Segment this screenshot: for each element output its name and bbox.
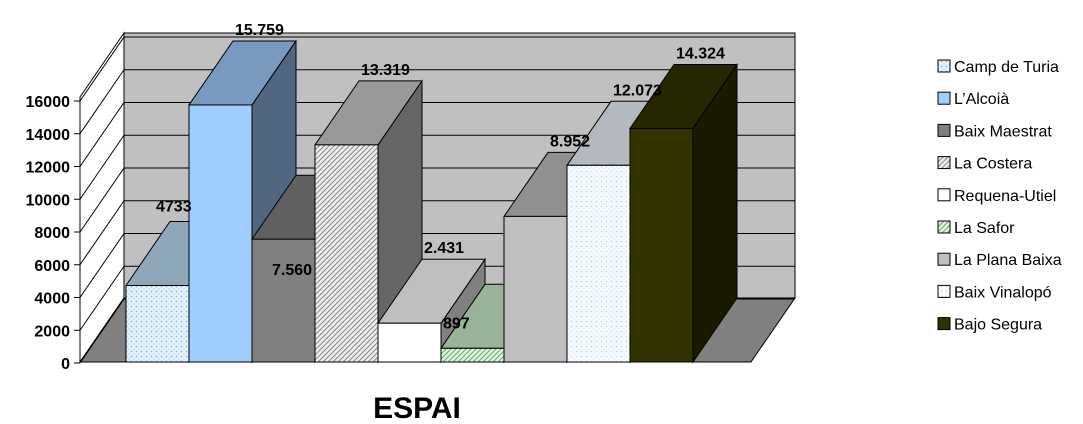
legend: Camp de Turia L’Alcoià Baix Maestrat La Cos… <box>937 59 1062 334</box>
y-tick-label: 12000 <box>26 160 71 177</box>
bar-front <box>251 238 316 363</box>
legend-swatch <box>937 59 951 73</box>
gridline-side <box>79 167 125 233</box>
gridline-side <box>79 200 125 266</box>
legend-entry: La Costera <box>954 156 1032 173</box>
gridline-side <box>79 69 125 135</box>
data-label: 13.319 <box>361 62 410 79</box>
gridline-side <box>79 233 125 298</box>
gridline-side <box>79 265 125 331</box>
gridline-side <box>79 298 125 364</box>
x-axis-title: ESPAI <box>373 392 461 424</box>
legend-entry: Bajo Segura <box>954 317 1042 334</box>
bar-front <box>188 104 253 363</box>
y-tick-label: 0 <box>61 356 70 373</box>
legend-entry: Baix Vinalopó <box>954 284 1052 301</box>
bar-front <box>629 127 694 363</box>
bars <box>125 39 738 364</box>
data-label: 15.759 <box>235 22 284 39</box>
legend-entry: Requena-Utiel <box>954 188 1056 205</box>
legend-swatch <box>937 91 951 105</box>
y-tick-label: 6000 <box>34 258 70 275</box>
legend-entry: L’Alcoià <box>954 91 1009 108</box>
legend-entry: La Plana Baixa <box>954 252 1062 269</box>
bar-front <box>314 144 379 363</box>
legend-swatch <box>937 220 951 234</box>
y-tick-label: 16000 <box>26 94 71 111</box>
legend-swatch <box>937 188 951 202</box>
bar <box>629 62 738 364</box>
y-tick-label: 14000 <box>26 127 71 144</box>
data-label: 2.431 <box>424 240 464 257</box>
data-label: 897 <box>443 315 470 332</box>
bar-front <box>503 215 568 363</box>
y-tick-label: 4000 <box>34 291 70 308</box>
data-label: 8.952 <box>550 133 590 150</box>
data-label: 12.073 <box>613 82 662 99</box>
gridline-side <box>79 102 125 167</box>
bar-front <box>125 284 190 363</box>
gridline-side <box>79 134 125 200</box>
gridline-side <box>79 36 125 102</box>
legend-swatch <box>937 317 951 331</box>
data-label: 4733 <box>156 198 192 215</box>
legend-entry: Camp de Turia <box>954 59 1059 76</box>
legend-swatch <box>937 123 951 137</box>
legend-entry: La Safor <box>954 220 1015 237</box>
bar-front <box>440 347 505 363</box>
legend-swatch <box>937 252 951 266</box>
data-label: 14.324 <box>676 45 725 62</box>
data-labels: 4733 15.759 7.560 13.319 2.431 897 8.952 12.073… <box>156 22 725 332</box>
bar-front <box>566 164 631 363</box>
legend-entry: Baix Maestrat <box>954 123 1052 140</box>
data-label: 7.560 <box>272 262 312 279</box>
legend-swatch <box>937 156 951 170</box>
y-tick-label: 8000 <box>34 225 70 242</box>
bar-front <box>377 322 442 363</box>
y-tick-label: 10000 <box>26 192 71 209</box>
legend-swatch <box>937 284 951 298</box>
y-tick-label: 2000 <box>34 323 70 340</box>
